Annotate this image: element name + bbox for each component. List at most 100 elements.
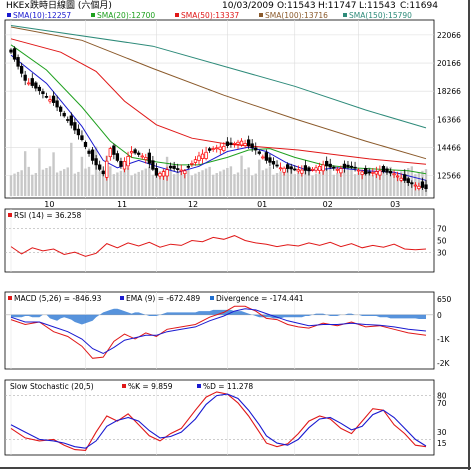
volume-bar [130, 175, 133, 196]
volume-bar [300, 170, 304, 196]
candle-body [190, 163, 194, 165]
macd-legend-label: MACD (5,26) = -846.93 [14, 294, 102, 303]
volume-bar [392, 174, 396, 196]
rsi-panel: 70 50 30 RSI (14) = 36.258 [4, 208, 447, 273]
volume-bar [336, 173, 339, 196]
volume-bar [375, 173, 378, 196]
candle-body [388, 171, 393, 174]
volume-bar [201, 170, 204, 196]
candle-body [12, 48, 17, 60]
macd-legend-swatch [8, 296, 12, 300]
candle-body [296, 169, 300, 172]
ema-legend-label: EMA (9) = -672.489 [126, 294, 200, 303]
rsi-panel-border [4, 208, 435, 273]
candle-body [126, 156, 130, 167]
volume-bar [325, 168, 328, 196]
candle-body [161, 171, 166, 177]
volume-bar [360, 170, 364, 196]
volume-bar [73, 173, 77, 196]
volume-bar [63, 169, 66, 196]
volume-bar [293, 174, 296, 196]
volume-bar [275, 173, 279, 196]
price-y-tick: 12566 [437, 172, 461, 181]
sma50-legend-label: SMA(50):13337 [181, 11, 239, 20]
candle-body [179, 169, 183, 172]
candle-body [385, 168, 389, 173]
volume-bar [59, 170, 62, 196]
volume-bar [329, 166, 332, 196]
candle-body [34, 82, 38, 89]
candle-body [317, 165, 322, 171]
volume-bar [272, 174, 275, 196]
candle-body [108, 148, 112, 158]
candle-body [94, 158, 98, 166]
candle-body [112, 145, 116, 155]
volume-bar [265, 168, 268, 196]
macd-panel: 650 0 -1K -2K MACD (5,26) = -846.93 EMA (9) … [4, 291, 452, 370]
candle-body [105, 160, 109, 178]
volume-bar [13, 173, 16, 196]
candle-body [200, 153, 205, 159]
candle-body [122, 161, 127, 170]
ema-line [10, 308, 427, 355]
volume-bar [137, 171, 140, 196]
macd-y-tick: 650 [437, 295, 452, 304]
volume-bar [194, 173, 197, 196]
candle-body [300, 169, 304, 174]
candle-body [406, 178, 410, 184]
volume-bar [208, 166, 211, 196]
volume-bar [80, 156, 84, 196]
divergence-legend-label: Divergence = -174.441 [216, 294, 304, 303]
volume-bar [247, 167, 250, 196]
sma20-line [10, 44, 427, 175]
candle-body [183, 170, 187, 174]
candle-body [399, 177, 403, 181]
volume-bar [66, 167, 69, 196]
candle-body [176, 168, 180, 170]
volume-bar [119, 170, 123, 196]
x-tick-month: 10 [44, 200, 54, 209]
header-high: H:11747 [318, 1, 356, 11]
candle-body [229, 142, 233, 145]
candle-body [19, 65, 24, 74]
volume-bar [91, 174, 94, 196]
candle-body [339, 168, 343, 174]
volume-bar [31, 174, 34, 196]
candle-body [66, 119, 70, 121]
volume-bar [307, 167, 311, 196]
d-legend-label: %D = 11.278 [203, 382, 253, 391]
candle-body [151, 160, 155, 170]
volume-bar [70, 142, 73, 196]
rsi-y-tick: 30 [437, 249, 447, 258]
candle-body [325, 160, 329, 167]
volume-bar [45, 168, 48, 196]
volume-bar [314, 173, 318, 196]
candle-body [30, 78, 34, 86]
candle-body [232, 143, 237, 145]
candle-body [44, 96, 49, 98]
sma50-line [10, 38, 427, 165]
volume-bar [268, 166, 272, 196]
volume-bar [27, 166, 30, 196]
volume-bar [304, 169, 307, 196]
candle-body [321, 164, 325, 172]
candle-body [413, 184, 418, 187]
k-legend-label: %K = 9.859 [128, 382, 173, 391]
candle-body [392, 173, 396, 176]
candle-body [215, 147, 219, 150]
price-y-tick: 18266 [437, 87, 461, 96]
volume-bar [123, 169, 126, 196]
sma50-legend-swatch [175, 13, 179, 17]
sma20-legend-label: SMA(20):12700 [97, 11, 155, 20]
volume-bar [396, 173, 399, 196]
volume-bar [382, 170, 385, 196]
volume-bar [368, 167, 371, 196]
candle-body [140, 155, 144, 158]
candle-body [364, 167, 368, 175]
rsi-y-tick: 70 [437, 224, 447, 233]
candle-body [378, 170, 382, 176]
candle-body [353, 166, 357, 169]
volume-bar [176, 172, 179, 196]
volume-bar [399, 171, 403, 196]
